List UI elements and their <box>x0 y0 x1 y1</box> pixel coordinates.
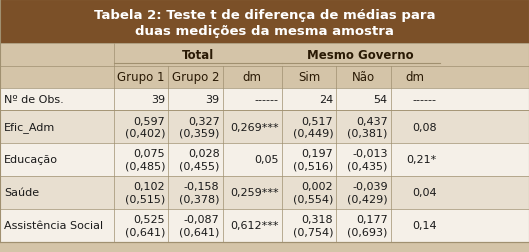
Text: Nº de Obs.: Nº de Obs. <box>4 94 64 105</box>
Text: Educação: Educação <box>4 155 58 165</box>
Text: Sim: Sim <box>298 71 321 84</box>
Text: Grupo 2: Grupo 2 <box>172 71 219 84</box>
Text: 39: 39 <box>205 94 220 105</box>
Text: duas medições da mesma amostra: duas medições da mesma amostra <box>135 25 394 38</box>
Text: 0,075
(0,485): 0,075 (0,485) <box>124 149 165 171</box>
Text: 0,269***: 0,269*** <box>230 122 279 132</box>
Text: Efic_Adm: Efic_Adm <box>4 121 56 133</box>
Text: 54: 54 <box>373 94 388 105</box>
Text: 0,08: 0,08 <box>412 122 436 132</box>
Bar <box>0 66 529 88</box>
Bar <box>0 176 529 209</box>
Text: -0,158
(0,378): -0,158 (0,378) <box>179 182 220 203</box>
Text: Grupo 1: Grupo 1 <box>117 71 165 84</box>
Text: 0,04: 0,04 <box>412 187 436 198</box>
Text: -0,039
(0,429): -0,039 (0,429) <box>347 182 388 203</box>
Text: 0,21*: 0,21* <box>406 155 436 165</box>
Text: 0,102
(0,515): 0,102 (0,515) <box>125 182 165 203</box>
Text: 24: 24 <box>319 94 333 105</box>
Text: Tabela 2: Teste t de diferença de médias para: Tabela 2: Teste t de diferença de médias… <box>94 9 435 22</box>
Text: dm: dm <box>243 71 262 84</box>
Text: Mesmo Governo: Mesmo Governo <box>307 49 414 62</box>
Text: 0,197
(0,516): 0,197 (0,516) <box>293 149 333 171</box>
Text: 0,327
(0,359): 0,327 (0,359) <box>179 116 220 138</box>
Text: 0,05: 0,05 <box>254 155 279 165</box>
Text: 0,177
(0,693): 0,177 (0,693) <box>348 214 388 236</box>
Text: Assistência Social: Assistência Social <box>4 220 103 230</box>
Bar <box>0 143 529 176</box>
Text: -0,013
(0,435): -0,013 (0,435) <box>348 149 388 171</box>
Bar <box>0 209 529 242</box>
Text: 0,517
(0,449): 0,517 (0,449) <box>293 116 333 138</box>
Text: 0,14: 0,14 <box>412 220 436 230</box>
Bar <box>0 88 529 111</box>
Text: 39: 39 <box>151 94 165 105</box>
Text: -0,087
(0,641): -0,087 (0,641) <box>179 214 220 236</box>
Text: Total: Total <box>182 49 214 62</box>
Text: ------: ------ <box>255 94 279 105</box>
Text: 0,002
(0,554): 0,002 (0,554) <box>293 182 333 203</box>
Text: 0,028
(0,455): 0,028 (0,455) <box>179 149 220 171</box>
Text: 0,259***: 0,259*** <box>230 187 279 198</box>
Text: 0,597
(0,402): 0,597 (0,402) <box>124 116 165 138</box>
Text: 0,437
(0,381): 0,437 (0,381) <box>348 116 388 138</box>
Bar <box>0 44 529 66</box>
Text: 0,612***: 0,612*** <box>230 220 279 230</box>
Bar <box>0 0 529 44</box>
Text: 0,525
(0,641): 0,525 (0,641) <box>125 214 165 236</box>
Bar <box>0 111 529 143</box>
Text: Não: Não <box>352 71 375 84</box>
Text: ------: ------ <box>413 94 436 105</box>
Text: dm: dm <box>406 71 425 84</box>
Text: Saúde: Saúde <box>4 187 39 198</box>
Text: 0,318
(0,754): 0,318 (0,754) <box>293 214 333 236</box>
